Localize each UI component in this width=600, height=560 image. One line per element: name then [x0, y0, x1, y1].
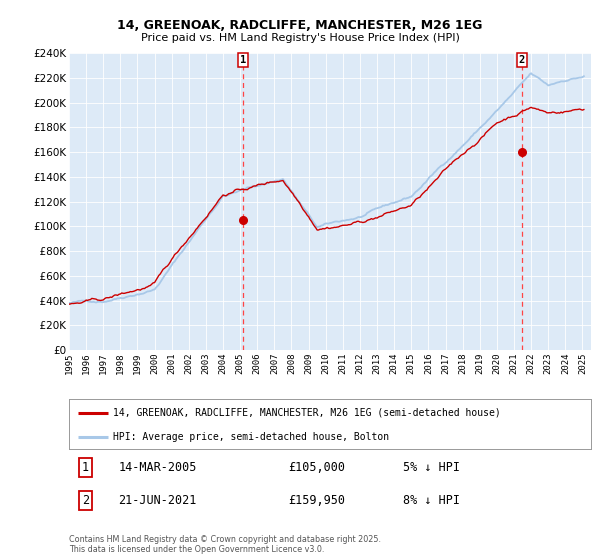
Text: 5% ↓ HPI: 5% ↓ HPI	[403, 461, 460, 474]
Text: 1: 1	[240, 55, 247, 65]
Text: £105,000: £105,000	[288, 461, 345, 474]
Text: 2: 2	[82, 494, 89, 507]
Text: 2: 2	[519, 55, 525, 65]
Text: Contains HM Land Registry data © Crown copyright and database right 2025.
This d: Contains HM Land Registry data © Crown c…	[69, 535, 381, 554]
Text: 14-MAR-2005: 14-MAR-2005	[119, 461, 197, 474]
Text: 14, GREENOAK, RADCLIFFE, MANCHESTER, M26 1EG: 14, GREENOAK, RADCLIFFE, MANCHESTER, M26…	[118, 18, 482, 32]
Text: £159,950: £159,950	[288, 494, 345, 507]
Text: 14, GREENOAK, RADCLIFFE, MANCHESTER, M26 1EG (semi-detached house): 14, GREENOAK, RADCLIFFE, MANCHESTER, M26…	[113, 408, 501, 418]
Text: 8% ↓ HPI: 8% ↓ HPI	[403, 494, 460, 507]
Text: Price paid vs. HM Land Registry's House Price Index (HPI): Price paid vs. HM Land Registry's House …	[140, 33, 460, 43]
Text: 1: 1	[82, 461, 89, 474]
Text: 21-JUN-2021: 21-JUN-2021	[119, 494, 197, 507]
Text: HPI: Average price, semi-detached house, Bolton: HPI: Average price, semi-detached house,…	[113, 432, 389, 441]
